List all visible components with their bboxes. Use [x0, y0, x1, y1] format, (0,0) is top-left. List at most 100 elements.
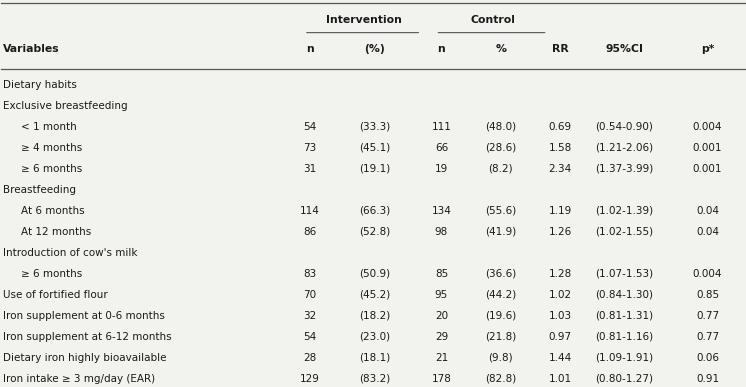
Text: 178: 178 — [431, 374, 451, 384]
Text: 1.19: 1.19 — [548, 206, 572, 216]
Text: < 1 month: < 1 month — [22, 122, 77, 132]
Text: Iron intake ≥ 3 mg/day (EAR): Iron intake ≥ 3 mg/day (EAR) — [3, 374, 155, 384]
Text: (66.3): (66.3) — [359, 206, 390, 216]
Text: %: % — [495, 44, 507, 54]
Text: ≥ 6 months: ≥ 6 months — [22, 269, 83, 279]
Text: 111: 111 — [431, 122, 451, 132]
Text: Breastfeeding: Breastfeeding — [3, 185, 76, 195]
Text: RR: RR — [552, 44, 568, 54]
Text: 129: 129 — [300, 374, 320, 384]
Text: 31: 31 — [303, 164, 316, 174]
Text: (0.84-1.30): (0.84-1.30) — [595, 290, 653, 300]
Text: Exclusive breastfeeding: Exclusive breastfeeding — [3, 101, 128, 111]
Text: 0.77: 0.77 — [696, 332, 719, 342]
Text: (18.2): (18.2) — [359, 311, 390, 321]
Text: 134: 134 — [431, 206, 451, 216]
Text: (9.8): (9.8) — [489, 353, 513, 363]
Text: (8.2): (8.2) — [489, 164, 513, 174]
Text: 28: 28 — [303, 353, 316, 363]
Text: (19.1): (19.1) — [359, 164, 390, 174]
Text: (33.3): (33.3) — [359, 122, 390, 132]
Text: 95%CI: 95%CI — [605, 44, 643, 54]
Text: 0.97: 0.97 — [549, 332, 572, 342]
Text: 20: 20 — [435, 311, 448, 321]
Text: (41.9): (41.9) — [485, 227, 516, 237]
Text: (55.6): (55.6) — [485, 206, 516, 216]
Text: 86: 86 — [303, 227, 316, 237]
Text: (21.8): (21.8) — [485, 332, 516, 342]
Text: 95: 95 — [435, 290, 448, 300]
Text: p*: p* — [700, 44, 714, 54]
Text: 73: 73 — [303, 143, 316, 153]
Text: (45.1): (45.1) — [359, 143, 390, 153]
Text: 0.91: 0.91 — [696, 374, 719, 384]
Text: (52.8): (52.8) — [359, 227, 390, 237]
Text: 0.004: 0.004 — [693, 269, 722, 279]
Text: (50.9): (50.9) — [359, 269, 390, 279]
Text: Dietary habits: Dietary habits — [3, 80, 77, 90]
Text: n: n — [306, 44, 314, 54]
Text: 0.001: 0.001 — [693, 143, 722, 153]
Text: 70: 70 — [304, 290, 316, 300]
Text: ≥ 4 months: ≥ 4 months — [22, 143, 83, 153]
Text: 0.69: 0.69 — [549, 122, 572, 132]
Text: 83: 83 — [303, 269, 316, 279]
Text: 1.01: 1.01 — [549, 374, 572, 384]
Text: (%): (%) — [364, 44, 385, 54]
Text: Iron supplement at 0-6 months: Iron supplement at 0-6 months — [3, 311, 165, 321]
Text: (36.6): (36.6) — [485, 269, 516, 279]
Text: (28.6): (28.6) — [485, 143, 516, 153]
Text: (82.8): (82.8) — [485, 374, 516, 384]
Text: At 6 months: At 6 months — [22, 206, 85, 216]
Text: 2.34: 2.34 — [548, 164, 572, 174]
Text: 21: 21 — [435, 353, 448, 363]
Text: (1.37-3.99): (1.37-3.99) — [595, 164, 653, 174]
Text: 32: 32 — [303, 311, 316, 321]
Text: 19: 19 — [435, 164, 448, 174]
Text: 1.28: 1.28 — [548, 269, 572, 279]
Text: (48.0): (48.0) — [485, 122, 516, 132]
Text: Introduction of cow's milk: Introduction of cow's milk — [3, 248, 137, 258]
Text: (44.2): (44.2) — [485, 290, 516, 300]
Text: 54: 54 — [303, 332, 316, 342]
Text: 29: 29 — [435, 332, 448, 342]
Text: 1.58: 1.58 — [548, 143, 572, 153]
Text: (18.1): (18.1) — [359, 353, 390, 363]
Text: 114: 114 — [300, 206, 320, 216]
Text: (83.2): (83.2) — [359, 374, 390, 384]
Text: (45.2): (45.2) — [359, 290, 390, 300]
Text: 0.004: 0.004 — [693, 122, 722, 132]
Text: Use of fortified flour: Use of fortified flour — [3, 290, 107, 300]
Text: 1.02: 1.02 — [549, 290, 572, 300]
Text: 1.26: 1.26 — [548, 227, 572, 237]
Text: (1.09-1.91): (1.09-1.91) — [595, 353, 653, 363]
Text: (0.80-1.27): (0.80-1.27) — [595, 374, 653, 384]
Text: (23.0): (23.0) — [359, 332, 390, 342]
Text: 0.77: 0.77 — [696, 311, 719, 321]
Text: (19.6): (19.6) — [485, 311, 516, 321]
Text: n: n — [437, 44, 445, 54]
Text: (1.21-2.06): (1.21-2.06) — [595, 143, 653, 153]
Text: Intervention: Intervention — [326, 15, 401, 24]
Text: ≥ 6 months: ≥ 6 months — [22, 164, 83, 174]
Text: (1.07-1.53): (1.07-1.53) — [595, 269, 653, 279]
Text: (1.02-1.55): (1.02-1.55) — [595, 227, 653, 237]
Text: (0.54-0.90): (0.54-0.90) — [595, 122, 653, 132]
Text: 98: 98 — [435, 227, 448, 237]
Text: (0.81-1.16): (0.81-1.16) — [595, 332, 653, 342]
Text: Dietary iron highly bioavailable: Dietary iron highly bioavailable — [3, 353, 166, 363]
Text: 0.06: 0.06 — [696, 353, 719, 363]
Text: Variables: Variables — [3, 44, 60, 54]
Text: 0.001: 0.001 — [693, 164, 722, 174]
Text: Iron supplement at 6-12 months: Iron supplement at 6-12 months — [3, 332, 172, 342]
Text: At 12 months: At 12 months — [22, 227, 92, 237]
Text: 85: 85 — [435, 269, 448, 279]
Text: 0.04: 0.04 — [696, 227, 719, 237]
Text: 1.03: 1.03 — [549, 311, 572, 321]
Text: Control: Control — [470, 15, 515, 24]
Text: (0.81-1.31): (0.81-1.31) — [595, 311, 653, 321]
Text: 54: 54 — [303, 122, 316, 132]
Text: 66: 66 — [435, 143, 448, 153]
Text: 0.85: 0.85 — [696, 290, 719, 300]
Text: (1.02-1.39): (1.02-1.39) — [595, 206, 653, 216]
